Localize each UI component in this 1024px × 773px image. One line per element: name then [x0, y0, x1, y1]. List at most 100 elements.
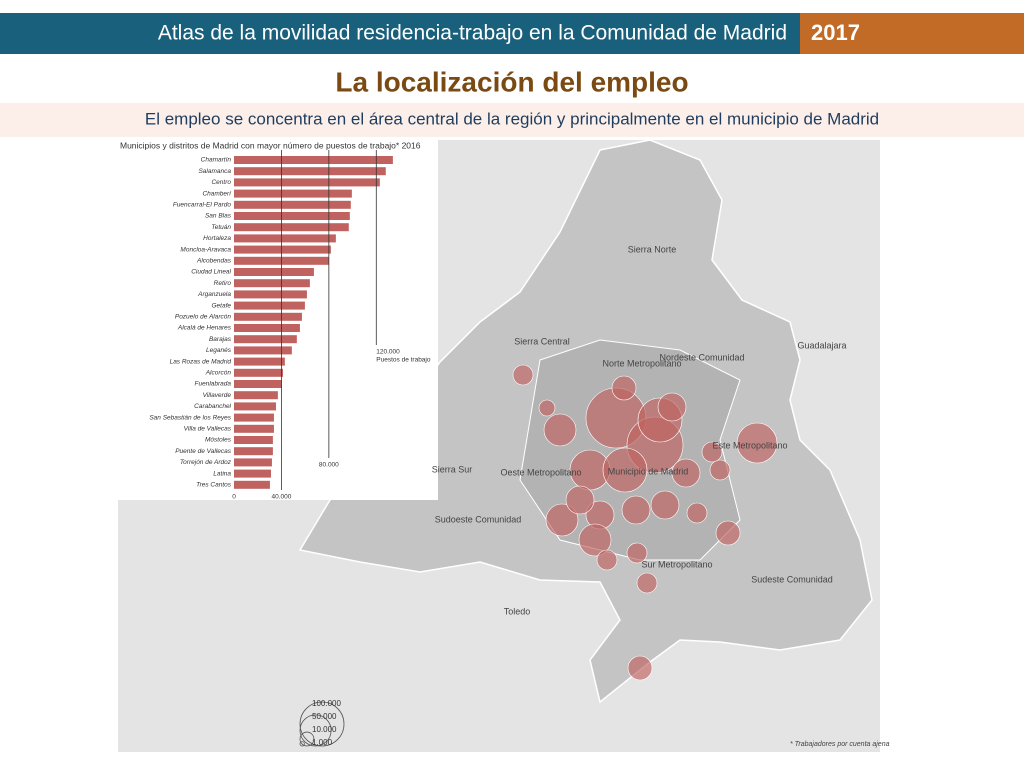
bubble [626, 542, 648, 564]
bubble [611, 375, 637, 401]
legend-label: 10.000 [312, 725, 337, 734]
category-label: Salamanca [198, 168, 231, 175]
category-label: Carabanchel [194, 403, 231, 410]
bubble [565, 485, 595, 515]
legend-circle [299, 731, 315, 747]
category-label: Leganés [206, 347, 232, 354]
bar [234, 324, 300, 332]
bar [234, 189, 352, 198]
bubble [578, 523, 612, 557]
legend-circle [299, 741, 305, 747]
bar [234, 167, 386, 176]
category-label: Hortaleza [203, 235, 231, 242]
legend-circle [299, 701, 345, 747]
bubble [636, 572, 658, 594]
category-label: Móstoles [205, 437, 232, 444]
region-label: Sudeste Comunidad [751, 574, 833, 584]
category-label: Barajas [209, 336, 232, 343]
region-label: Sierra Sur [432, 464, 473, 474]
region-label: Toledo [504, 606, 531, 616]
year-bar [800, 13, 1024, 54]
bubble [543, 413, 577, 447]
category-label: Fuencarral-El Pardo [173, 202, 232, 209]
region-label: Nordeste Comunidad [659, 352, 744, 362]
category-label: Alcobendas [196, 258, 232, 265]
bar [234, 290, 307, 299]
category-label: Moncloa-Aravaca [180, 246, 231, 253]
category-label: Fuenlabrada [195, 381, 232, 388]
header-bar [0, 13, 800, 54]
category-label: Alcalá de Henares [177, 325, 232, 332]
bubble [701, 441, 723, 463]
x-tick-label: 0 [232, 494, 236, 501]
category-label: Puente de Vallecas [175, 448, 232, 455]
x-tick-label: 80.000 [319, 462, 339, 469]
legend-label: 100.000 [312, 699, 341, 708]
bar [234, 346, 292, 355]
bar [234, 402, 276, 411]
category-label: Centro [211, 179, 231, 186]
category-label: Las Rozas de Madrid [170, 358, 232, 365]
chart-title: Municipios y distritos de Madrid con may… [120, 140, 421, 150]
bar [234, 391, 278, 400]
bubble [602, 447, 648, 493]
bar [234, 436, 273, 444]
bar [234, 234, 336, 243]
subtitle: El empleo se concentra en el área centra… [145, 109, 879, 128]
bar [234, 156, 393, 164]
bar [234, 301, 305, 310]
bubble [545, 503, 579, 537]
footnote: * Trabajadores por cuenta ajena [790, 741, 890, 748]
bubble [709, 459, 731, 481]
bubble [650, 490, 680, 520]
bubble [715, 520, 741, 546]
bar [234, 178, 380, 187]
category-label: Alcorcón [205, 370, 232, 377]
legend-label: 1.000 [312, 738, 333, 747]
legend-label: 50.000 [312, 712, 337, 721]
bar [234, 335, 297, 344]
bubble [596, 549, 618, 571]
category-label: San Blas [205, 213, 232, 220]
category-label: Torrejón de Ardoz [180, 459, 232, 466]
bar [234, 424, 274, 433]
category-label: Tres Cantos [196, 482, 232, 489]
x-tick-label: 120.000 [376, 349, 400, 356]
category-label: Chamartín [201, 157, 232, 164]
bar [234, 447, 273, 456]
bar [234, 413, 274, 422]
region-label: Norte Metropolitano [602, 358, 681, 368]
header-year: 2017 [811, 20, 860, 45]
bar [234, 245, 331, 254]
x-axis-unit: Puestos de trabajo [376, 357, 431, 364]
bar [234, 268, 314, 276]
header-title: Atlas de la movilidad residencia-trabajo… [158, 22, 787, 45]
bar [234, 200, 351, 209]
bubble [627, 655, 653, 681]
bubble [671, 458, 701, 488]
bubble [512, 364, 534, 386]
category-label: Tetuán [211, 224, 231, 231]
region-label: Sierra Central [514, 336, 570, 346]
bar [234, 312, 302, 321]
bar [234, 212, 350, 220]
bar [234, 279, 310, 288]
region-label: Sur Metropolitano [641, 559, 712, 569]
category-label: Arganzuela [197, 291, 231, 298]
bar [234, 469, 271, 478]
region-label: Sierra Norte [628, 244, 677, 254]
region-label: Oeste Metropolitano [500, 467, 581, 477]
region-label: Este Metropolitano [712, 440, 787, 450]
subtitle-band [0, 103, 1024, 137]
bubble [736, 422, 778, 464]
category-label: Ciudad Lineal [191, 269, 231, 276]
bar [234, 480, 270, 489]
bar [234, 458, 272, 467]
bar [234, 368, 283, 377]
bar [234, 223, 349, 232]
category-label: Getafe [211, 302, 231, 309]
bubble [657, 392, 687, 422]
bar [234, 380, 282, 388]
category-label: San Sebastián de los Reyes [149, 414, 231, 421]
